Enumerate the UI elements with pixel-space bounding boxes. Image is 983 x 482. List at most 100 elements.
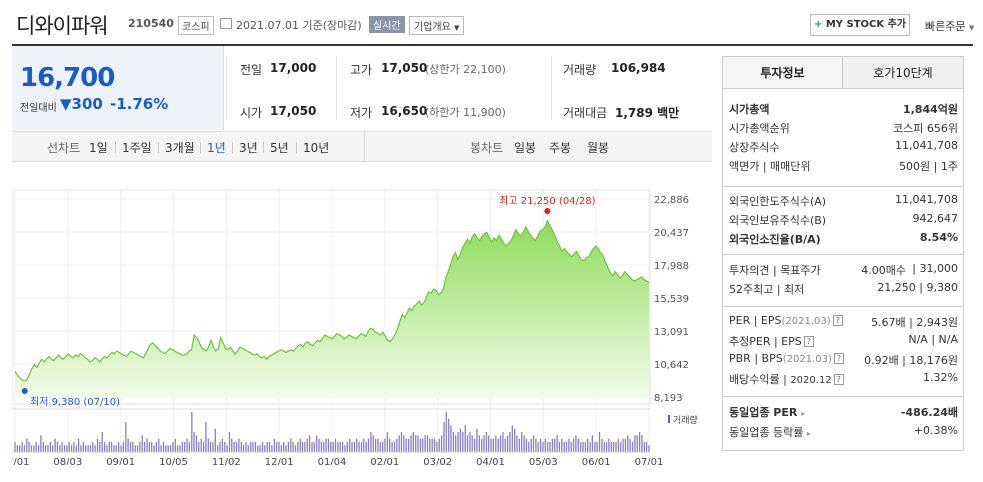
info-label: 외국인보유주식수(B) [729,214,827,227]
panel-divider [723,306,963,307]
x-tick-label: 10/05 [159,457,188,465]
tab-order-book[interactable]: 호가10단계 [842,57,963,89]
period-bar-divider [364,131,365,162]
info-row: 시가총액 1,844억원 [729,101,958,120]
quick-order-dropdown[interactable]: 빠른주문 ▼ [925,18,974,34]
info-row: 액면가 | 매매단위 500원 | 1주 [729,158,958,177]
quote-divider [226,56,227,120]
x-tick-label: 12/01 [265,457,294,465]
help-icon[interactable]: ? [833,374,844,385]
x-tick-label: 11/02 [212,457,241,465]
pbr-label: PBR | BPS [729,352,783,365]
tab-invest-info[interactable]: 투자정보 [723,57,842,89]
dividend-value: 1.32% [923,371,958,384]
x-tick-label: 07/01 [12,457,29,465]
x-tick-label: 09/01 [106,457,135,465]
sector-per-value: -486.24배 [900,406,958,419]
info-label: 액면가 | 매매단위 [729,160,811,173]
info-label: 외국인한도주식수(A) [729,195,827,208]
pbr-period: (2021.03) [782,354,832,365]
period-tab-2[interactable]: 1주일 [122,141,152,155]
period-tab-3[interactable]: 3개월 [165,141,195,155]
chevron-down-icon: ▼ [454,24,460,32]
volume-label: 거래량 [563,63,597,77]
panel-divider [723,186,963,187]
x-tick-label: 08/03 [53,457,82,465]
dividend-label: 배당수익률 | [729,373,787,386]
tab-separator [115,142,116,153]
info-label: 상장주식수 [729,141,780,154]
info-value: 942,647 [912,212,959,225]
period-tab-1[interactable]: 1일 [89,141,108,155]
target-price-value: | 31,000 [912,262,958,275]
help-icon[interactable]: ? [803,336,814,347]
quote-divider [551,56,552,120]
pbr-value: 0.92배 | 18,176원 [864,354,958,367]
panel-divider [723,396,963,397]
date-text: 2021.07.01 기준(장마감) [236,19,362,32]
plus-icon: + [813,19,823,30]
high-label: 고가 [350,63,373,77]
candle-tab-1[interactable]: 일봉 [514,141,537,155]
info-label: 시가총액 [729,103,770,116]
y-tick-label: 10,642 [654,360,689,371]
candle-tab-2[interactable]: 주봉 [549,141,572,155]
info-row: 외국인한도주식수(A) 11,041,708 [729,193,958,212]
x-tick-label: 01/04 [318,457,347,465]
info-row: 외국인소진율(B/A) 8.54% [729,231,958,250]
price-change-percent: -1.76% [110,95,169,113]
panel-divider [723,254,963,255]
info-value: 코스피 656위 [893,122,958,135]
est-per-row: 추정PER | EPS? N/A | N/A [729,333,958,352]
company-name: 디와이파워 [16,14,109,38]
opinion-row: 투자의견 | 목표주가 4.00매수 | 31,000 [729,262,958,281]
invest-panel [722,56,964,451]
info-value: 11,041,708 [895,193,958,206]
period-tab-4[interactable]: 1년 [207,141,226,155]
header-divider [12,44,973,46]
y-tick-label: 8,193 [654,393,683,404]
my-stock-add-button[interactable]: + MY STOCK 추가 [810,14,910,36]
price-area [15,221,649,397]
target-price: 31,000 [919,262,959,275]
chevron-down-icon: ▼ [968,24,975,32]
info-value: 500원 | 1주 [899,160,958,173]
period-tab-6[interactable]: 5년 [270,141,289,155]
chevron-right-icon[interactable]: ▸ [801,409,806,418]
realtime-button[interactable]: 실시간 [369,16,405,33]
my-stock-label: MY STOCK 추가 [825,19,907,30]
pbr-row: PBR | BPS(2021.03)? 0.92배 | 18,176원 [729,352,958,371]
help-icon[interactable]: ? [832,315,843,326]
y-tick-label: 20,437 [654,228,689,239]
low-value: 16,650 [381,104,428,118]
price-box [12,46,224,130]
high-value: 17,050 [381,61,428,75]
dividend-period: 2020.12 [790,375,832,386]
x-tick-label: 05/03 [529,457,558,465]
quote-divider [336,56,337,120]
price-chart[interactable]: 22,886 20,437 17,988 15,539 13,091 10,642 8,19… [12,180,712,465]
open-value: 17,050 [270,104,317,118]
company-overview-dropdown[interactable]: 기업개요 ▼ [409,16,465,35]
per-value: 5.67배 | 2,943원 [871,316,958,329]
candle-tab-3[interactable]: 월봉 [587,141,610,155]
amount-label: 거래대금 [563,106,608,120]
quick-order-label: 빠른주문 [925,20,966,33]
tab-separator [263,142,264,153]
max-marker [544,208,551,215]
prev-day-label: 전일대비 [20,103,57,114]
info-row: 외국인보유주식수(B) 942,647 [729,212,958,231]
x-tick-label: 06/01 [582,457,611,465]
x-tick-label: 04/01 [476,457,505,465]
period-tab-7[interactable]: 10년 [303,141,330,155]
week52-row: 52주최고 | 최저 21,250 | 9,380 [729,281,958,300]
week52-label: 52주최고 | 최저 [729,283,805,296]
week52-value: 21,250 | 9,380 [877,281,958,294]
y-tick-label: 22,886 [654,195,689,206]
chevron-right-icon[interactable]: ▸ [806,429,811,438]
volume-legend-label: 거래량 [673,414,698,426]
x-tick-label: 07/01 [635,457,664,465]
period-tab-5[interactable]: 3년 [239,141,258,155]
info-row: 시가총액순위 코스피 656위 [729,120,958,139]
help-icon[interactable]: ? [833,353,845,364]
